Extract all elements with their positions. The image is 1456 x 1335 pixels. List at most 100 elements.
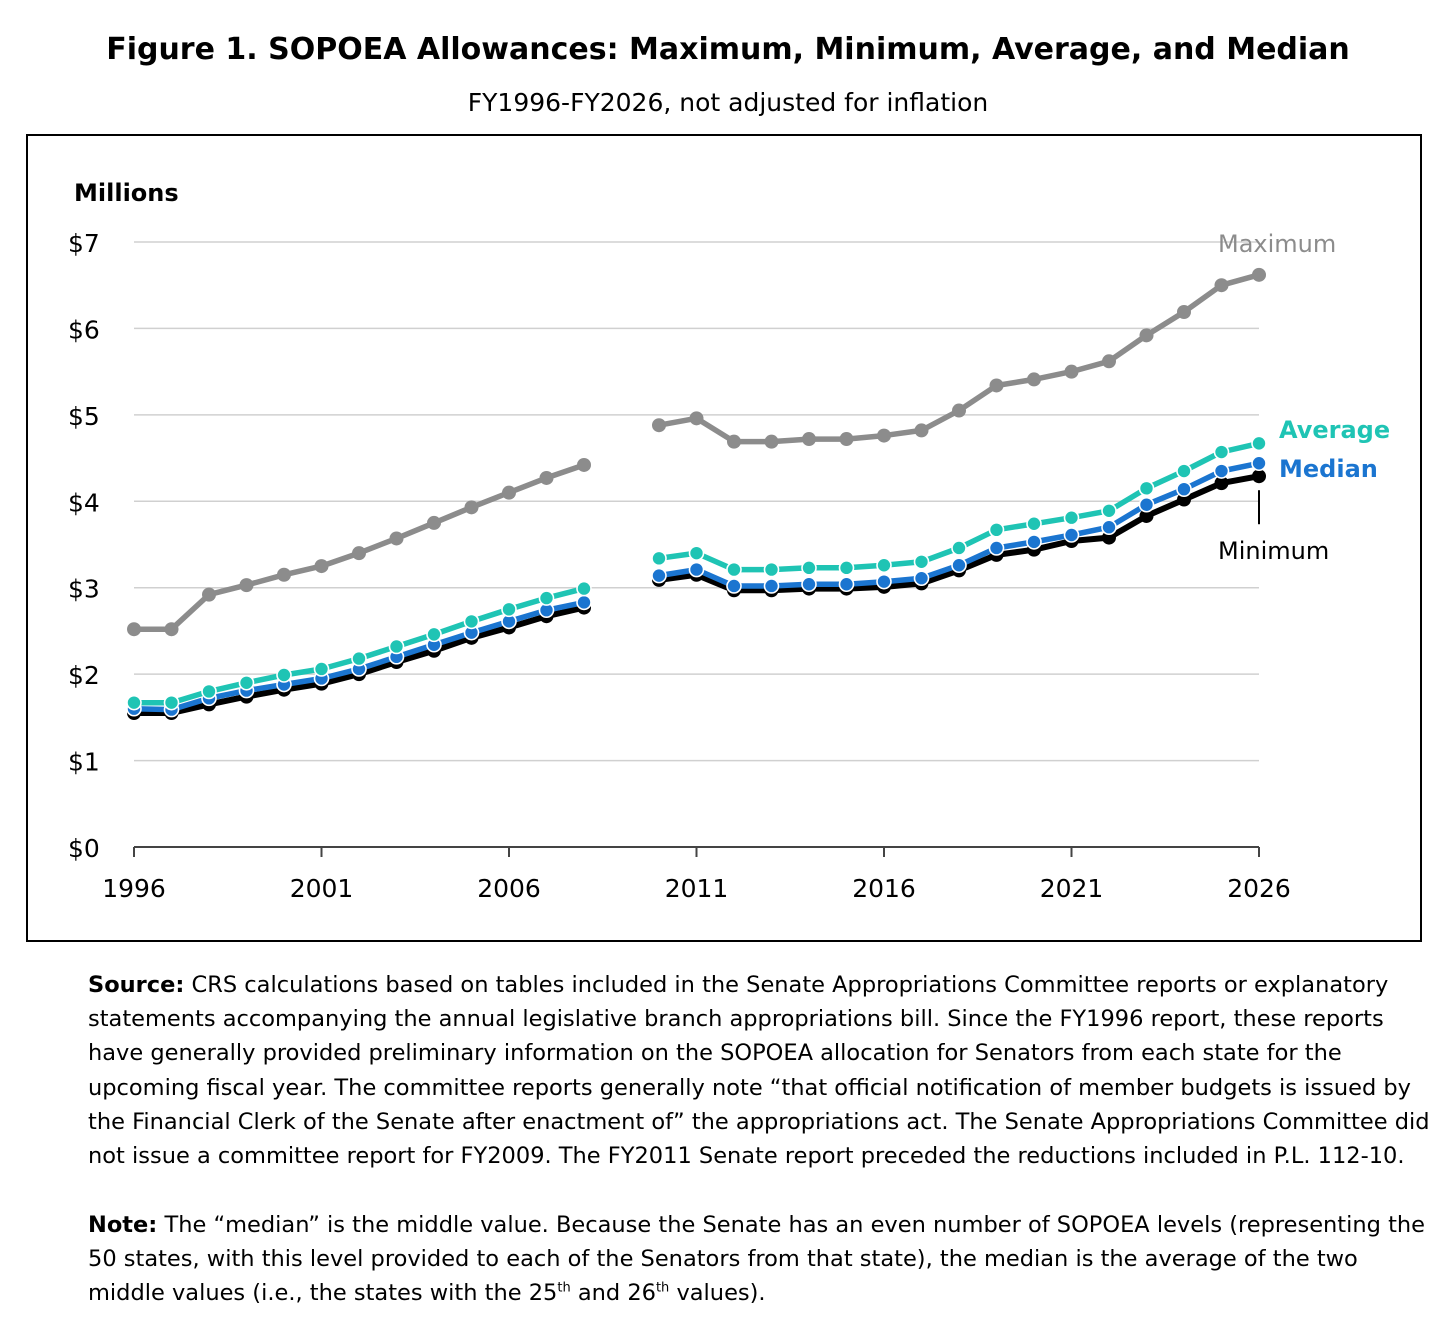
average-point-2022 [1101, 502, 1117, 519]
y-tick-label-2: $2 [68, 661, 100, 690]
note-sup-2: th [655, 1280, 670, 1296]
average-point-1998 [201, 683, 217, 700]
median-point-2018 [951, 557, 967, 574]
maximum-point-2019 [989, 378, 1004, 393]
maximum-point-2026 [1252, 267, 1266, 282]
average-line-segment-1 [134, 585, 585, 706]
average-point-2026 [1251, 435, 1267, 452]
average-point-2019 [988, 522, 1005, 538]
maximum-point-2001 [314, 559, 329, 574]
average-point-2012 [726, 561, 742, 578]
median-point-2023 [1138, 496, 1155, 513]
median-point-2019 [988, 540, 1005, 556]
maximum-point-2003 [389, 531, 404, 546]
maximum-point-2015 [839, 432, 854, 447]
maximum-point-2021 [1064, 364, 1079, 379]
average-point-2006 [501, 601, 517, 618]
maximum-point-2024 [1177, 305, 1191, 320]
median-point-2026 [1251, 455, 1267, 472]
minimum-point-2026 [1252, 469, 1266, 484]
maximum-point-2025 [1214, 278, 1229, 293]
average-point-2005 [463, 613, 480, 630]
note-text-after: values). [669, 1280, 766, 1307]
label-minimum: Minimum [1218, 537, 1329, 565]
maximum-point-2023 [1139, 328, 1154, 343]
y-tick-label-4: $4 [68, 488, 100, 517]
median-point-2012 [726, 578, 742, 594]
average-point-2020 [1026, 515, 1042, 532]
minimum-point-2023 [1139, 508, 1154, 523]
note-text-before: The “median” is the middle value. Becaus… [88, 1212, 1425, 1307]
maximum-point-2018 [952, 403, 966, 418]
maximum-point-2007 [539, 470, 554, 485]
y-tick-label-3: $3 [68, 575, 100, 604]
median-point-2024 [1176, 481, 1192, 497]
average-point-2001 [313, 661, 330, 677]
average-point-2003 [388, 638, 405, 655]
chart-frame: $0 $1 $2 $3 $4 $5 $6 $7 Millions 1996 2001 2006 2011… [26, 134, 1422, 942]
median-point-2013 [763, 578, 780, 594]
maximum-point-2004 [427, 515, 441, 530]
y-tick-label-6: $6 [68, 315, 100, 344]
average-point-2002 [351, 650, 367, 667]
average-point-2008 [576, 580, 592, 597]
x-tick-label-2026: 2026 [1227, 874, 1291, 903]
maximum-point-2000 [277, 567, 291, 582]
average-point-2023 [1138, 480, 1155, 497]
source-label: Source: [88, 972, 185, 998]
average-point-2007 [538, 590, 555, 606]
maximum-point-2008 [577, 457, 591, 472]
maximum-point-2006 [502, 485, 516, 500]
y-tick-label-1: $1 [68, 748, 100, 777]
maximum-point-1999 [239, 578, 254, 593]
median-point-2020 [1026, 534, 1042, 550]
average-point-2000 [276, 667, 292, 683]
line-chart: $0 $1 $2 $3 $4 $5 $6 $7 Millions 1996 2001 2006 2011… [68, 179, 1390, 903]
average-point-2011 [688, 545, 705, 561]
maximum-point-2002 [352, 546, 366, 561]
maximum-point-2013 [764, 434, 779, 449]
label-average: Average [1279, 416, 1390, 444]
median-point-2022 [1101, 519, 1117, 536]
average-point-2013 [763, 561, 780, 578]
average-point-1996 [126, 694, 142, 711]
average-point-2004 [426, 626, 442, 643]
maximum-point-2017 [914, 423, 929, 438]
average-point-2015 [838, 560, 855, 576]
median-point-2015 [838, 576, 855, 593]
x-tick-label-2021: 2021 [1040, 874, 1104, 903]
median-point-2010 [651, 567, 667, 584]
maximum-point-1997 [164, 622, 179, 637]
y-axis-title: Millions [74, 179, 179, 207]
average-point-2014 [801, 560, 817, 576]
maximum-point-1998 [202, 587, 216, 602]
average-point-1999 [238, 674, 255, 691]
median-point-2011 [688, 561, 705, 578]
note-label: Note: [88, 1212, 158, 1238]
x-tick-label-2016: 2016 [852, 874, 916, 903]
median-point-2017 [913, 570, 930, 587]
average-point-2025 [1213, 444, 1230, 460]
median-note: Note: The “median” is the middle value. … [88, 1208, 1438, 1311]
average-point-2017 [913, 553, 930, 570]
figure-subtitle: FY1996-FY2026, not adjusted for inflatio… [467, 88, 989, 117]
figure-title: Figure 1. SOPOEA Allowances: Maximum, Mi… [106, 32, 1350, 67]
source-text: CRS calculations based on tables include… [88, 972, 1430, 1170]
average-point-2010 [651, 550, 667, 567]
average-point-1997 [163, 694, 180, 711]
average-point-2018 [951, 540, 967, 556]
source-note: Source: CRS calculations based on tables… [88, 968, 1438, 1173]
maximum-point-2012 [727, 434, 741, 449]
x-tick-label-2001: 2001 [290, 874, 354, 903]
maximum-point-1996 [127, 622, 141, 637]
label-maximum: Maximum [1218, 230, 1336, 258]
average-point-2024 [1176, 463, 1192, 479]
label-median: Median [1279, 455, 1378, 483]
median-point-2008 [576, 594, 592, 611]
minimum-point-2025 [1214, 476, 1229, 491]
note-text-mid: and 26 [570, 1280, 656, 1307]
average-point-2021 [1063, 509, 1080, 526]
median-point-2016 [876, 573, 892, 590]
y-tick-label-7: $7 [68, 229, 100, 258]
x-tick-label-1996: 1996 [102, 874, 166, 903]
